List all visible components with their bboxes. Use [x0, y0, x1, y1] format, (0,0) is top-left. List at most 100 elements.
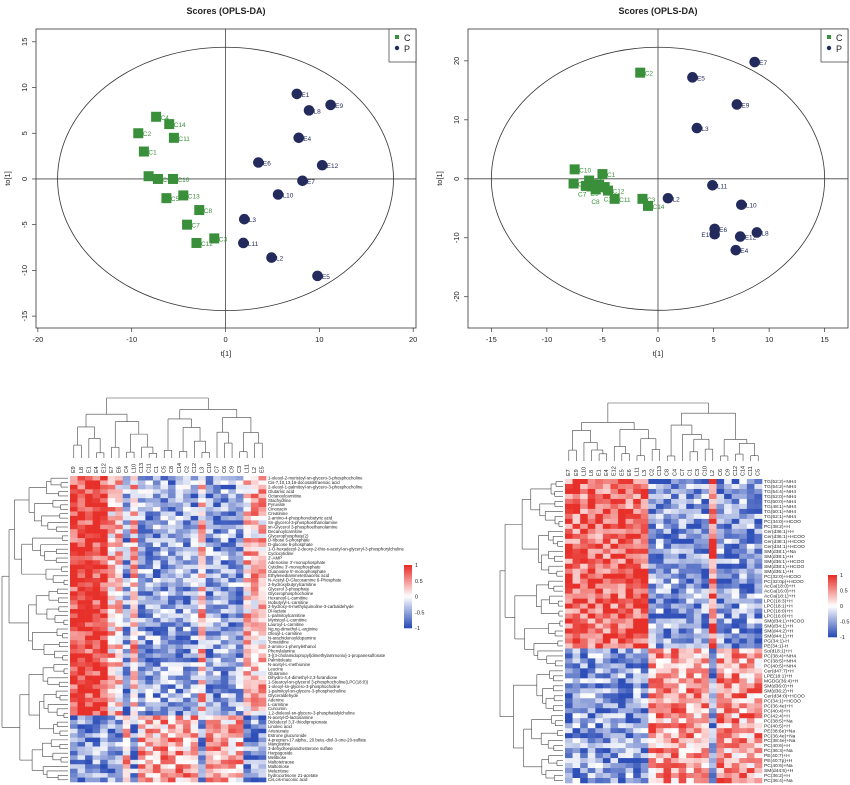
color-key-label: 1 — [415, 563, 418, 569]
heatmap-cell — [258, 529, 267, 534]
heatmap-cell — [100, 546, 108, 552]
heatmap-cell — [746, 603, 755, 609]
row-label: TG(54:4)+NH4 — [764, 489, 796, 495]
heatmap-cell — [100, 538, 108, 543]
heatmap-cell — [671, 538, 679, 545]
heatmap-cell — [122, 480, 131, 486]
heatmap-cell — [168, 728, 176, 734]
heatmap-cell — [70, 719, 78, 725]
heatmap-cell — [625, 548, 634, 555]
heatmap-cell — [213, 542, 222, 548]
heatmap-cell — [115, 719, 124, 725]
heatmap-cell — [168, 688, 176, 694]
heatmap-cell — [686, 773, 695, 779]
heatmap-cell — [602, 573, 611, 579]
heatmap-cell — [602, 768, 611, 774]
heatmap-cell — [708, 578, 717, 584]
heatmap-cell — [625, 508, 634, 515]
heatmap-cell — [130, 529, 139, 534]
heatmap-cell — [739, 618, 748, 624]
heatmap-cell — [130, 538, 139, 543]
heatmap-cell — [640, 633, 649, 639]
heatmap-cell — [572, 573, 581, 579]
heatmap-cell — [183, 480, 191, 486]
heatmap-cell — [625, 593, 634, 599]
heatmap-cell — [160, 480, 169, 486]
heatmap-cell — [686, 498, 695, 505]
color-key-swatch — [404, 586, 412, 589]
heatmap-cell — [565, 728, 573, 734]
heatmap-cell — [618, 753, 626, 759]
heatmap-cell — [130, 507, 139, 512]
heatmap-cell — [648, 703, 657, 709]
heatmap-cell — [243, 520, 252, 526]
point-l2 — [266, 252, 277, 263]
heatmap-cell — [137, 555, 146, 561]
heatmap-cell — [746, 563, 755, 570]
heatmap-cell — [671, 483, 679, 490]
heatmap-cell — [160, 555, 169, 561]
heatmap-cell — [618, 498, 626, 505]
heatmap-cell — [587, 583, 596, 589]
heatmap-cell — [160, 759, 169, 765]
heatmap-cell — [655, 693, 664, 699]
heatmap-cell — [183, 578, 191, 583]
heatmap-cell — [678, 488, 687, 495]
heatmap-cell — [633, 728, 642, 734]
color-key-swatch — [404, 596, 412, 599]
heatmap-cell — [602, 533, 611, 540]
heatmap-cell — [137, 507, 146, 512]
heatmap-cell — [130, 697, 139, 703]
heatmap-cell — [183, 631, 191, 636]
heatmap-cell — [100, 750, 108, 756]
heatmap-cell — [587, 623, 596, 629]
heatmap-cell — [258, 773, 267, 778]
heatmap-cell — [739, 538, 748, 545]
heatmap-cell — [70, 533, 78, 539]
heatmap-cell — [85, 688, 93, 694]
heatmap-cell — [152, 555, 161, 561]
heatmap-cell — [602, 683, 611, 689]
heatmap-cell — [137, 626, 146, 632]
heatmap-cell — [731, 593, 740, 599]
heatmap-cell — [648, 653, 657, 659]
heatmap-cell — [648, 518, 657, 525]
heatmap-cell — [205, 724, 214, 730]
heatmap-cell — [565, 763, 573, 769]
heatmap-cell — [85, 675, 93, 681]
heatmap-cell — [640, 518, 649, 525]
heatmap-cell — [754, 733, 763, 739]
heatmap-cell — [228, 644, 237, 650]
heatmap-cell — [595, 688, 604, 694]
heatmap-cell — [198, 684, 206, 690]
heatmap-cell — [663, 683, 672, 689]
heatmap-cell — [70, 711, 78, 716]
heatmap-cell — [754, 758, 763, 764]
heatmap-cell — [671, 613, 679, 619]
heatmap-cell — [220, 493, 229, 499]
heatmap-cell — [572, 713, 581, 719]
row-label: Curcumin — [268, 706, 287, 711]
heatmap-cell — [595, 533, 604, 540]
color-key-swatch — [828, 589, 837, 592]
heatmap-cell — [731, 528, 740, 535]
heatmap-cell — [716, 479, 725, 485]
heatmap-cell — [213, 511, 222, 517]
heatmap-cell — [746, 573, 755, 579]
heatmap-cell — [228, 764, 237, 769]
heatmap-cell — [145, 573, 154, 579]
row-label: SM(d44:2)+H — [764, 629, 794, 635]
heatmap-cell — [693, 553, 702, 560]
heatmap-cell — [220, 476, 229, 481]
row-label: Mangostine — [268, 742, 291, 747]
heatmap-cell — [663, 648, 672, 654]
heatmap-cell — [648, 693, 657, 699]
heatmap-cell — [701, 743, 710, 749]
heatmap-cell — [610, 763, 619, 769]
point-c7 — [182, 219, 193, 230]
heatmap-cell — [115, 507, 124, 512]
heatmap-cell — [716, 673, 725, 679]
heatmap-cell — [205, 626, 214, 632]
heatmap-cell — [663, 668, 672, 674]
heatmap-cell — [100, 693, 108, 699]
